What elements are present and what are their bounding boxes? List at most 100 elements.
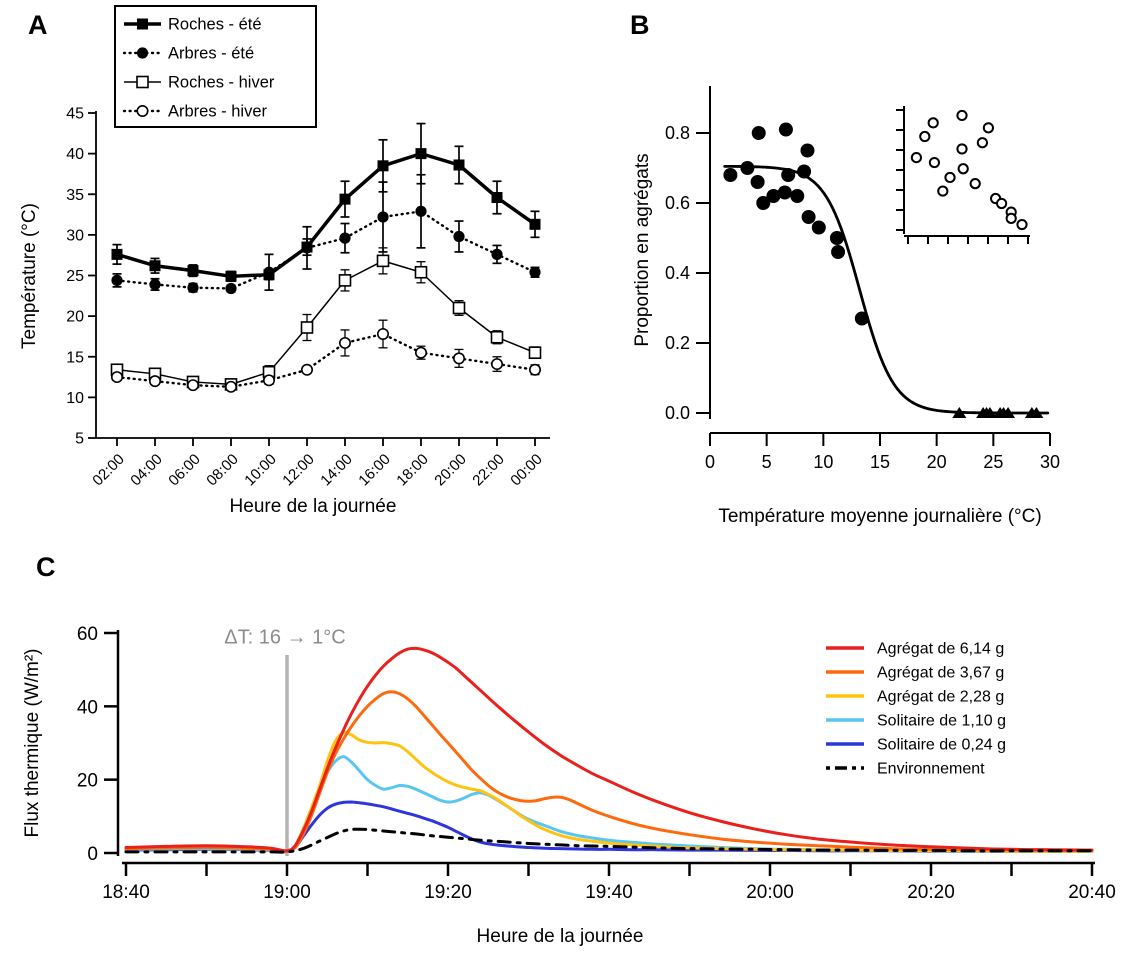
panel-b-circle-point <box>781 168 796 182</box>
panel-a-axes: 5 10 15 20 25 30 35 40 45 02:00 04:00 06:00 08:00 10:… <box>66 106 550 490</box>
panel-b-circle-point <box>778 122 793 137</box>
panel-b-triangle-point <box>1029 407 1044 418</box>
panel-c-y-axis-title: Flux thermique (W/m²) <box>22 648 43 838</box>
panel-c-legend-label: Environnement <box>877 761 985 778</box>
panel-c-chart: 0 20 40 60 18:40 19:00 19:20 19:40 20:00 20:20 20:… <box>77 624 1116 903</box>
panel-a-y-axis-title: Température (°C) <box>19 203 40 349</box>
panel-b-circle-point <box>797 164 812 179</box>
panel-a-x-tick-label: 10:00 <box>241 451 280 490</box>
panel-b-triangle-point <box>982 407 997 418</box>
panel-b-inset-point <box>1016 218 1028 231</box>
panel-a-y-tick-label: 25 <box>66 268 84 285</box>
panel-b-inset-point <box>1005 212 1017 224</box>
panel-b-circle-point <box>829 231 844 245</box>
panel-a-y-tick-label: 20 <box>66 309 84 326</box>
panel-b-x-tick-label: 15 <box>870 452 890 472</box>
panel-b-circle-point <box>751 126 766 140</box>
panel-a-x-tick-label: 06:00 <box>165 451 204 490</box>
panel-b-x-tick-label: 5 <box>762 452 772 472</box>
panel-a-legend-label: Arbres - été <box>168 45 254 63</box>
panel-b-label: B <box>630 10 650 40</box>
panel-a-x-tick-label: 08:00 <box>203 451 242 490</box>
panel-b-y-tick-label: 0.2 <box>665 333 690 353</box>
panel-c-legend-label: Agrégat de 3,67 g <box>877 665 1004 682</box>
panel-b-x-tick-label: 25 <box>983 452 1003 472</box>
panel-c-y-tick-label: 20 <box>77 771 98 792</box>
panel-b-inset-point <box>937 185 949 197</box>
panel-c-label: C <box>36 552 56 582</box>
panel-a-y-tick-label: 35 <box>66 187 84 204</box>
panel-a-legend-label: Roches - été <box>168 16 262 34</box>
panel-b-points <box>723 122 1044 418</box>
panel-a-y-tick-label: 45 <box>66 106 84 123</box>
panel-c-y-tick-label: 0 <box>87 844 98 865</box>
panel-b-inset-point <box>976 137 989 149</box>
panel-c-x-tick-label: 19:20 <box>424 882 472 903</box>
panel-c-series-6 <box>124 827 1094 854</box>
panel-b-circle-point <box>766 189 781 203</box>
panel-a-legend-label: Roches - hiver <box>168 74 275 92</box>
panel-a-y-tick-label: 10 <box>66 390 84 407</box>
panel-c-series-1 <box>124 646 1094 853</box>
panel-a-y-tick-label: 30 <box>66 227 84 244</box>
panel-b-x-tick-label: 0 <box>705 452 715 472</box>
panel-b-circle-point <box>854 311 869 326</box>
panel-c-legend: Agrégat de 6,14 g Agrégat de 3,67 g Agréga… <box>826 641 1006 778</box>
panel-c-axes: 0 20 40 60 18:40 19:00 19:20 19:40 20:00 20:20 20:… <box>77 624 1116 903</box>
panel-c-x-tick-label: 20:00 <box>746 882 794 903</box>
panel-a-series-4 <box>111 319 541 393</box>
panel-b-inset-point <box>919 130 931 143</box>
panel-a-label: A <box>28 10 48 40</box>
panel-b-inset-point <box>957 163 969 175</box>
panel-c-legend-label: Agrégat de 2,28 g <box>877 689 1004 706</box>
panel-a-x-tick-label: 22:00 <box>469 451 508 490</box>
panel-b-circle-point <box>723 168 738 182</box>
panel-a-y-tick-label: 15 <box>66 349 84 366</box>
panel-b-inset-point <box>956 143 968 155</box>
panel-b-inset-point <box>956 109 968 122</box>
panel-a-chart: 5 10 15 20 25 30 35 40 45 02:00 04:00 06:00 08:00 10:… <box>66 5 550 490</box>
panel-b-axes: 0.0 0.2 0.4 0.6 0.8 0 5 10 15 20 25 30 <box>665 86 1060 472</box>
panel-a-x-tick-label: 18:00 <box>393 451 432 490</box>
panel-b-inset-point <box>944 171 956 184</box>
panel-b-circle-point <box>790 189 805 203</box>
panel-a-legend: Roches - été Arbres - été Roches - hiver Ar… <box>114 5 317 128</box>
panel-b-circle-point <box>750 175 765 189</box>
panel-a-x-axis-title: Heure de la journée <box>229 496 397 517</box>
panel-b-x-tick-label: 30 <box>1040 452 1060 472</box>
panel-b-triangle-point <box>952 407 967 418</box>
panel-c-x-tick-label: 20:40 <box>1068 882 1116 903</box>
panel-b-circle-point <box>831 245 846 259</box>
panel-c-y-tick-label: 60 <box>77 624 98 645</box>
panel-b-inset <box>896 106 1030 244</box>
panel-b-inset-point <box>996 197 1008 210</box>
panel-a-y-tick-label: 5 <box>75 431 84 448</box>
panel-a-x-tick-label: 14:00 <box>317 451 356 490</box>
panel-c-x-tick-label: 20:20 <box>907 882 955 903</box>
panel-a-series-2 <box>111 173 541 295</box>
panel-b-triangle-point <box>1001 407 1016 418</box>
panel-b-circle-point <box>811 220 826 235</box>
panel-b-x-axis-title: Température moyenne journalière (°C) <box>718 506 1042 527</box>
panel-b-inset-point <box>969 178 981 190</box>
panel-b-circle-point <box>800 143 815 158</box>
panel-b-inset-point <box>910 152 923 164</box>
panel-a-series-1 <box>111 122 541 283</box>
panel-b-y-tick-label: 0.8 <box>665 123 690 143</box>
panel-a-y-tick-label: 40 <box>66 146 84 163</box>
panel-c-x-axis-title: Heure de la journée <box>476 926 644 947</box>
panel-a-x-tick-label: 02:00 <box>89 451 128 490</box>
panel-b-inset-point <box>982 122 995 134</box>
panel-b-y-tick-label: 0.6 <box>665 193 690 213</box>
panel-b-circle-point <box>777 185 792 200</box>
panel-c-legend-label: Agrégat de 6,14 g <box>877 641 1004 658</box>
panel-b-x-tick-label: 20 <box>927 452 947 472</box>
panel-b-chart: 0.0 0.2 0.4 0.6 0.8 0 5 10 15 20 25 30 <box>665 86 1060 472</box>
panel-b-y-tick-label: 0.4 <box>665 263 690 283</box>
panel-c-legend-label: Solitaire de 0,24 g <box>877 737 1006 754</box>
panel-c-legend-label: Solitaire de 1,10 g <box>877 713 1006 730</box>
panel-a-x-tick-label: 20:00 <box>431 451 470 490</box>
panel-b-circle-point <box>740 161 755 175</box>
